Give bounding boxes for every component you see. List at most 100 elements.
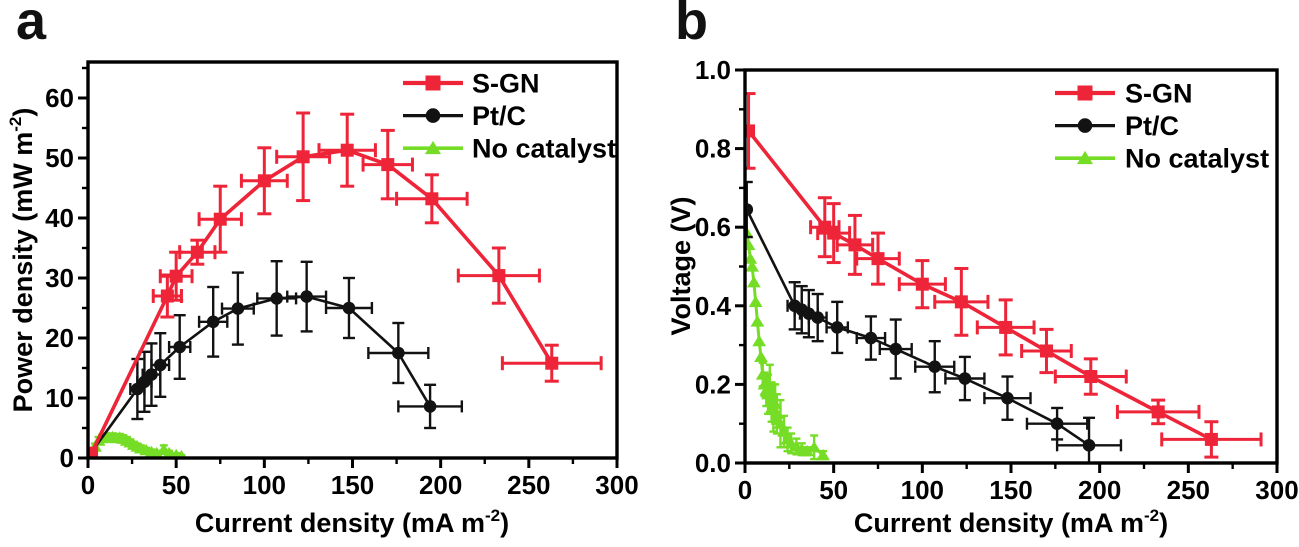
- legend-circle-marker: [425, 108, 441, 123]
- square-marker: [954, 295, 968, 309]
- legend-item-no-catalyst: No catalyst: [403, 134, 616, 164]
- x-tick-label: 300: [595, 470, 638, 500]
- axes-ticks: 0 50 100 150 200 250 300 0 10 20 30 40 50 60: [45, 66, 639, 500]
- circle-marker: [300, 290, 313, 303]
- square-marker: [381, 158, 395, 172]
- circle-marker: [864, 331, 878, 345]
- circle-marker: [342, 301, 356, 315]
- legend-label: S-GN: [472, 69, 540, 99]
- plot-frame: [86, 60, 619, 460]
- y-tick-label: 1.0: [695, 55, 731, 85]
- circle-marker: [270, 292, 283, 305]
- triangle-marker: [800, 444, 814, 457]
- y-tick-label: 40: [45, 203, 74, 233]
- legend-label: S-GN: [1125, 79, 1193, 109]
- x-tick-label: 100: [243, 470, 286, 500]
- circle-marker: [392, 346, 405, 360]
- legend-label: Pt/C: [1125, 111, 1179, 141]
- circle-marker: [830, 321, 844, 334]
- legend-label: No catalyst: [1125, 144, 1269, 174]
- square-marker: [492, 269, 506, 283]
- circle-marker: [153, 358, 167, 372]
- x-tick-label: 150: [989, 475, 1032, 505]
- square-marker: [848, 238, 862, 252]
- legend-item-s-gn: S-GN: [1055, 79, 1193, 109]
- square-marker: [160, 289, 174, 303]
- x-tick-label: 0: [81, 470, 95, 500]
- circle-marker: [1082, 439, 1096, 452]
- x-axis-title-b: Current density (mA m-2): [854, 506, 1168, 538]
- y-tick-label: 0.6: [695, 212, 731, 242]
- square-marker: [915, 277, 929, 291]
- series-line: [746, 129, 1214, 442]
- square-marker: [257, 174, 271, 188]
- triangle-marker: [745, 260, 759, 272]
- y-axis-title-a: Power density (mW m-2): [6, 108, 38, 413]
- circle-marker: [928, 360, 942, 374]
- y-tick-label: 0: [60, 443, 74, 473]
- axes-ticks: 0 50 100 150 200 250 300 0.0 0.2 0.4 0.6 0.8 1.0: [695, 55, 1299, 505]
- legend-label: Pt/C: [472, 101, 526, 131]
- y-tick-label: 0.8: [695, 134, 731, 164]
- triangle-marker: [743, 252, 758, 264]
- square-marker: [213, 212, 227, 226]
- x-axis-title-a: Current density (mA m-2): [195, 506, 509, 538]
- series-pt-c: [86, 260, 464, 460]
- triangle-marker: [807, 440, 822, 453]
- panel-a-letter: a: [16, 0, 47, 51]
- square-marker: [296, 150, 310, 164]
- square-marker: [1151, 405, 1165, 419]
- x-tick-label: 150: [331, 470, 374, 500]
- square-marker: [340, 143, 354, 157]
- square-marker: [743, 124, 756, 138]
- x-tick-label: 50: [819, 475, 848, 505]
- chart-a-plot: Current density (mA m-2) Power density (…: [6, 60, 639, 538]
- legend-item-s-gn: S-GN: [403, 69, 540, 99]
- x-tick-label: 250: [507, 470, 550, 500]
- panel-b: b Current density (mA m-2) Voltage (V) 0…: [650, 0, 1299, 547]
- series-pt-c: [743, 180, 1123, 465]
- series-line: [86, 295, 432, 459]
- square-marker: [86, 446, 99, 460]
- panel-a: a Current density (mA m-2) Power density…: [6, 0, 639, 538]
- series-markers: [743, 124, 1218, 446]
- x-tick-label: 200: [419, 470, 462, 500]
- y-tick-label: 0.4: [695, 291, 732, 321]
- y-tick-label: 0.2: [695, 369, 731, 399]
- series-s-gn: [743, 92, 1263, 459]
- legend-item-no-catalyst: No catalyst: [1055, 144, 1269, 174]
- triangle-marker: [752, 334, 767, 347]
- x-tick-label: 0: [738, 475, 752, 505]
- triangle-marker: [149, 446, 164, 459]
- triangle-marker: [770, 407, 784, 419]
- series-markers: [743, 226, 830, 461]
- series-markers: [86, 143, 559, 460]
- y-tick-label: 30: [45, 263, 74, 293]
- series-s-gn: [86, 111, 603, 460]
- series-markers: [743, 203, 1096, 452]
- series-no-catalyst: [743, 226, 830, 461]
- series-line: [745, 208, 1091, 447]
- series-markers: [86, 290, 437, 460]
- y-tick-label: 50: [45, 143, 74, 173]
- legend-item-pt-c: Pt/C: [403, 101, 526, 131]
- triangle-marker: [816, 448, 830, 461]
- square-marker: [1204, 432, 1218, 446]
- circle-marker: [958, 372, 972, 385]
- square-marker: [425, 192, 439, 206]
- x-tick-label: 200: [1078, 475, 1121, 505]
- legend-square-marker: [1077, 85, 1093, 101]
- triangle-marker: [755, 368, 770, 380]
- circle-marker: [231, 302, 245, 315]
- legend-item-pt-c: Pt/C: [1055, 111, 1179, 141]
- plot-frame: [743, 68, 1279, 465]
- legend-circle-marker: [1077, 118, 1093, 133]
- y-tick-label: 0.0: [695, 448, 731, 478]
- legend-triangle-marker: [424, 140, 442, 155]
- legend-label: No catalyst: [472, 134, 616, 164]
- square-marker: [1084, 370, 1098, 384]
- square-marker: [1039, 344, 1053, 358]
- circle-marker: [811, 311, 825, 324]
